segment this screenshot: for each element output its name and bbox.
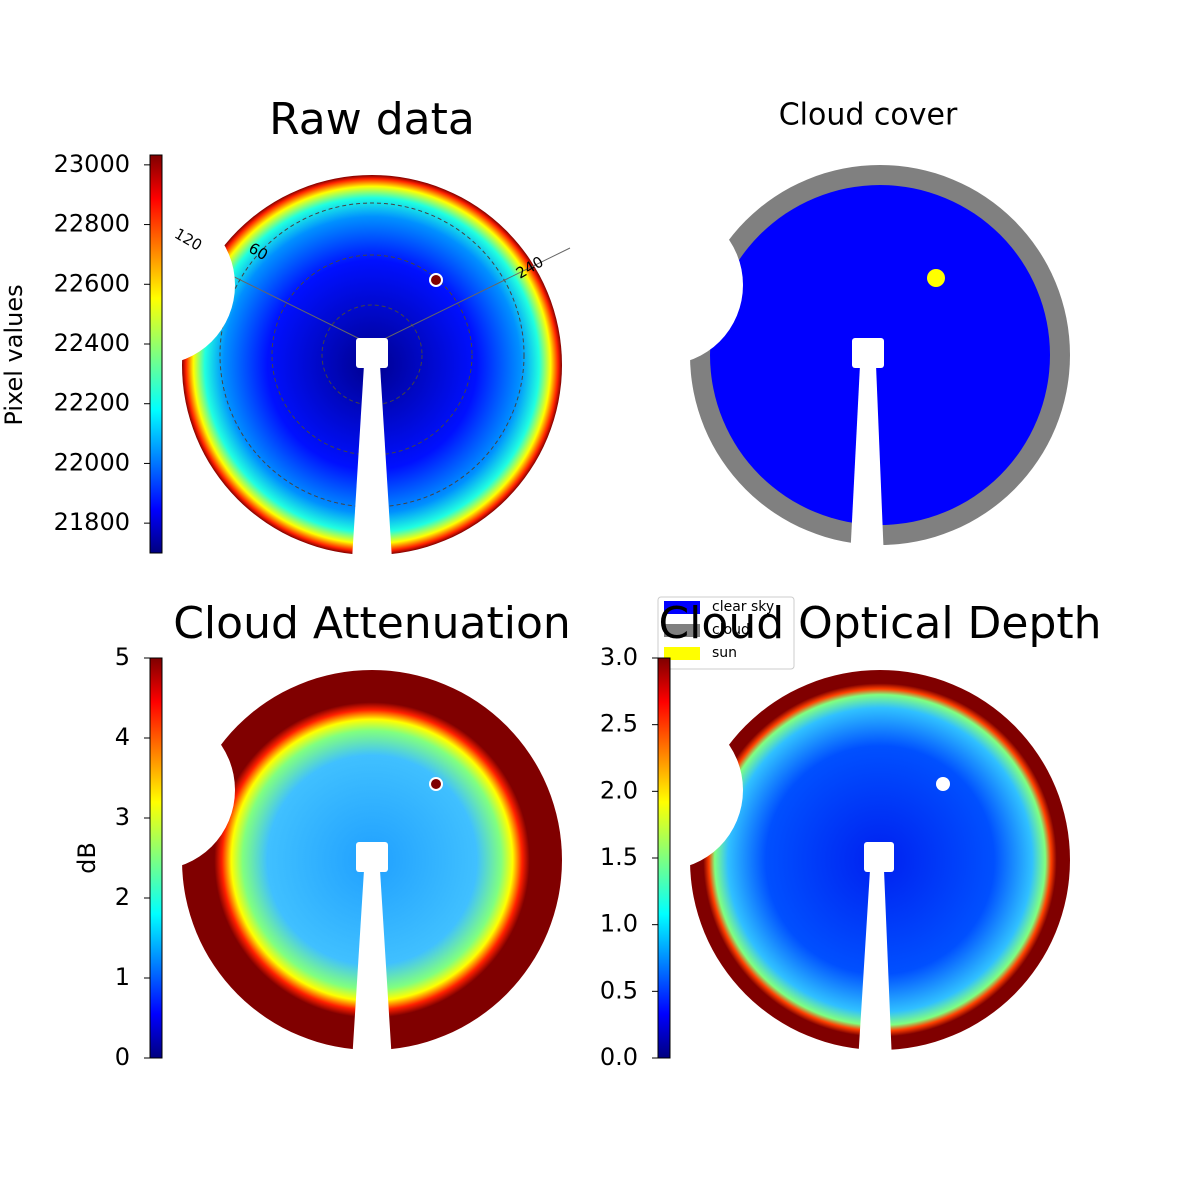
colorbar: [657, 657, 671, 1059]
colorbar-label: Pixel values: [0, 284, 28, 425]
colorbar-tick-label: 22800: [54, 210, 130, 238]
colorbar-tick-label: 22000: [54, 448, 130, 476]
colorbar-tick-label: 0.5: [600, 976, 638, 1004]
colorbar-tick-label: 1.5: [600, 843, 638, 871]
chart-title: Raw data: [269, 94, 475, 145]
sun-spot: [429, 777, 443, 791]
sun-spot: [429, 273, 443, 287]
colorbar-tick-label: 22600: [54, 269, 130, 297]
legend-swatch: [664, 647, 700, 660]
legend-swatch: [664, 601, 700, 614]
chart-title: Cloud Attenuation: [173, 598, 571, 649]
sky-images: [75, 165, 1150, 1062]
chart-title: Cloud cover: [779, 98, 958, 133]
sun-spot: [927, 269, 945, 287]
sun-spot: [936, 777, 950, 791]
colorbar-tick-label: 2.0: [600, 776, 638, 804]
colorbar-tick-label: 5: [115, 643, 130, 671]
legend-label: sun: [712, 645, 737, 661]
colorbar-tick-label: 0: [115, 1043, 130, 1071]
azimuth-line: [371, 247, 571, 346]
colorbar-tick-label: 0.0: [600, 1043, 638, 1071]
colorbar-tick-label: 2.5: [600, 710, 638, 738]
colorbar-tick-label: 1: [115, 963, 130, 991]
colorbar-tick-label: 3: [115, 803, 130, 831]
legend-swatch: [664, 624, 700, 637]
colorbar-label: dB: [73, 842, 101, 874]
colorbar-tick-label: 22200: [54, 389, 130, 417]
legend-label: cloud: [712, 622, 750, 638]
colorbar-tick-label: 21800: [54, 508, 130, 536]
colorbar: [149, 154, 163, 554]
colorbar-tick-label: 1.0: [600, 910, 638, 938]
colorbar: [149, 657, 163, 1059]
colorbar-tick-label: 4: [115, 723, 130, 751]
colorbar-tick-label: 2: [115, 883, 130, 911]
colorbar-tick-label: 22400: [54, 329, 130, 357]
colorbar-tick-label: 3.0: [600, 643, 638, 671]
chart-title: Cloud Optical Depth: [658, 598, 1101, 649]
legend-label: clear sky: [712, 599, 774, 615]
colorbar-tick-label: 23000: [54, 150, 130, 178]
